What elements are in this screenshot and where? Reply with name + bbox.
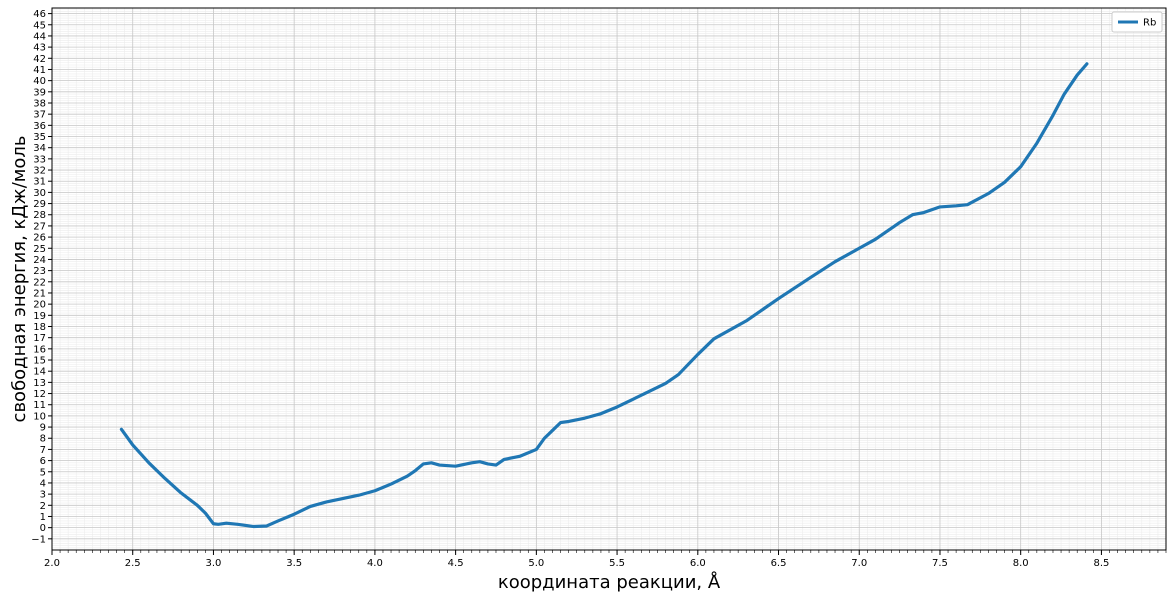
- series-line-rb: [119, 62, 1089, 529]
- y-tick-label: 7: [40, 445, 46, 456]
- y-tick-label: 13: [33, 378, 46, 389]
- y-tick-label: 30: [33, 188, 46, 199]
- x-tick-label: 2.0: [44, 558, 60, 569]
- y-tick-label: 12: [33, 389, 46, 400]
- x-tick-label: 6.0: [690, 558, 706, 569]
- y-tick-label: 10: [33, 411, 46, 422]
- y-tick-label: 28: [33, 210, 46, 221]
- y-tick-label: 8: [40, 434, 46, 445]
- y-tick-label: 9: [40, 423, 46, 434]
- x-tick-label: 3.5: [286, 558, 302, 569]
- x-axis: 2.0 2.5 3.0 3.5 4.0 4.5 5.0 5.5 6.0 6.5 7.0 7.5 8.0 8…: [44, 550, 1167, 569]
- y-tick-label: 46: [33, 9, 46, 20]
- y-axis: −101234567891011121314151617181920212223…: [31, 9, 52, 545]
- y-tick-label: 26: [33, 233, 46, 244]
- x-tick-label: 4.5: [448, 558, 464, 569]
- y-tick-label: 45: [33, 20, 46, 31]
- y-tick-label: 22: [33, 277, 46, 288]
- y-tick-label: 16: [33, 344, 46, 355]
- y-tick-label: 15: [33, 356, 46, 367]
- y-tick-label: 6: [40, 456, 46, 467]
- x-axis-label: координата реакции, Å: [498, 571, 721, 593]
- y-tick-label: 11: [33, 400, 46, 411]
- x-tick-label: 4.0: [367, 558, 383, 569]
- y-tick-label: 44: [33, 31, 46, 42]
- x-tick-label: 7.0: [851, 558, 867, 569]
- y-tick-label: 36: [33, 121, 46, 132]
- x-tick-label: 2.5: [125, 558, 141, 569]
- y-tick-label: 40: [33, 76, 46, 87]
- x-tick-label: 6.5: [771, 558, 787, 569]
- y-tick-label: 38: [33, 98, 46, 109]
- y-tick-label: 43: [33, 43, 46, 54]
- y-tick-label: 3: [40, 490, 46, 501]
- y-tick-label: 5: [40, 467, 46, 478]
- y-tick-label: 33: [33, 154, 46, 165]
- y-tick-label: 18: [33, 322, 46, 333]
- x-tick-label: 5.5: [609, 558, 625, 569]
- y-tick-label: 21: [33, 288, 46, 299]
- y-tick-label: 41: [33, 65, 46, 76]
- y-tick-label: 23: [33, 266, 46, 277]
- y-axis-label: свободная энергия, кДж/моль: [9, 136, 30, 423]
- y-tick-label: 25: [33, 244, 46, 255]
- y-tick-label: 27: [33, 221, 46, 232]
- x-tick-label: 5.0: [528, 558, 544, 569]
- legend-label-rb: Rb: [1143, 18, 1156, 29]
- y-tick-label: 17: [33, 333, 46, 344]
- x-tick-label: 3.0: [205, 558, 221, 569]
- y-tick-label: 39: [33, 87, 46, 98]
- y-tick-label: 4: [40, 478, 46, 489]
- legend: Rb: [1111, 11, 1163, 33]
- y-tick-label: 34: [33, 143, 46, 154]
- y-tick-label: 1: [40, 512, 46, 523]
- y-tick-label: 20: [33, 300, 46, 311]
- y-tick-label: 32: [33, 166, 46, 177]
- y-tick-label: 19: [33, 311, 46, 322]
- y-tick-label: 14: [33, 367, 46, 378]
- y-tick-label: 29: [33, 199, 46, 210]
- major-grid: [51, 8, 1166, 550]
- y-tick-label: 0: [40, 523, 46, 534]
- y-tick-label: 35: [33, 132, 46, 143]
- series-layer: [119, 62, 1089, 529]
- x-tick-label: 8.0: [1013, 558, 1029, 569]
- x-tick-label: 8.5: [1093, 558, 1109, 569]
- x-tick-label: 7.5: [932, 558, 948, 569]
- y-tick-label: 42: [33, 54, 46, 65]
- y-tick-label: 31: [33, 177, 46, 188]
- y-tick-label: 2: [40, 501, 46, 512]
- y-tick-label: 37: [33, 110, 46, 121]
- y-tick-label: −1: [31, 534, 46, 545]
- y-tick-label: 24: [33, 255, 46, 266]
